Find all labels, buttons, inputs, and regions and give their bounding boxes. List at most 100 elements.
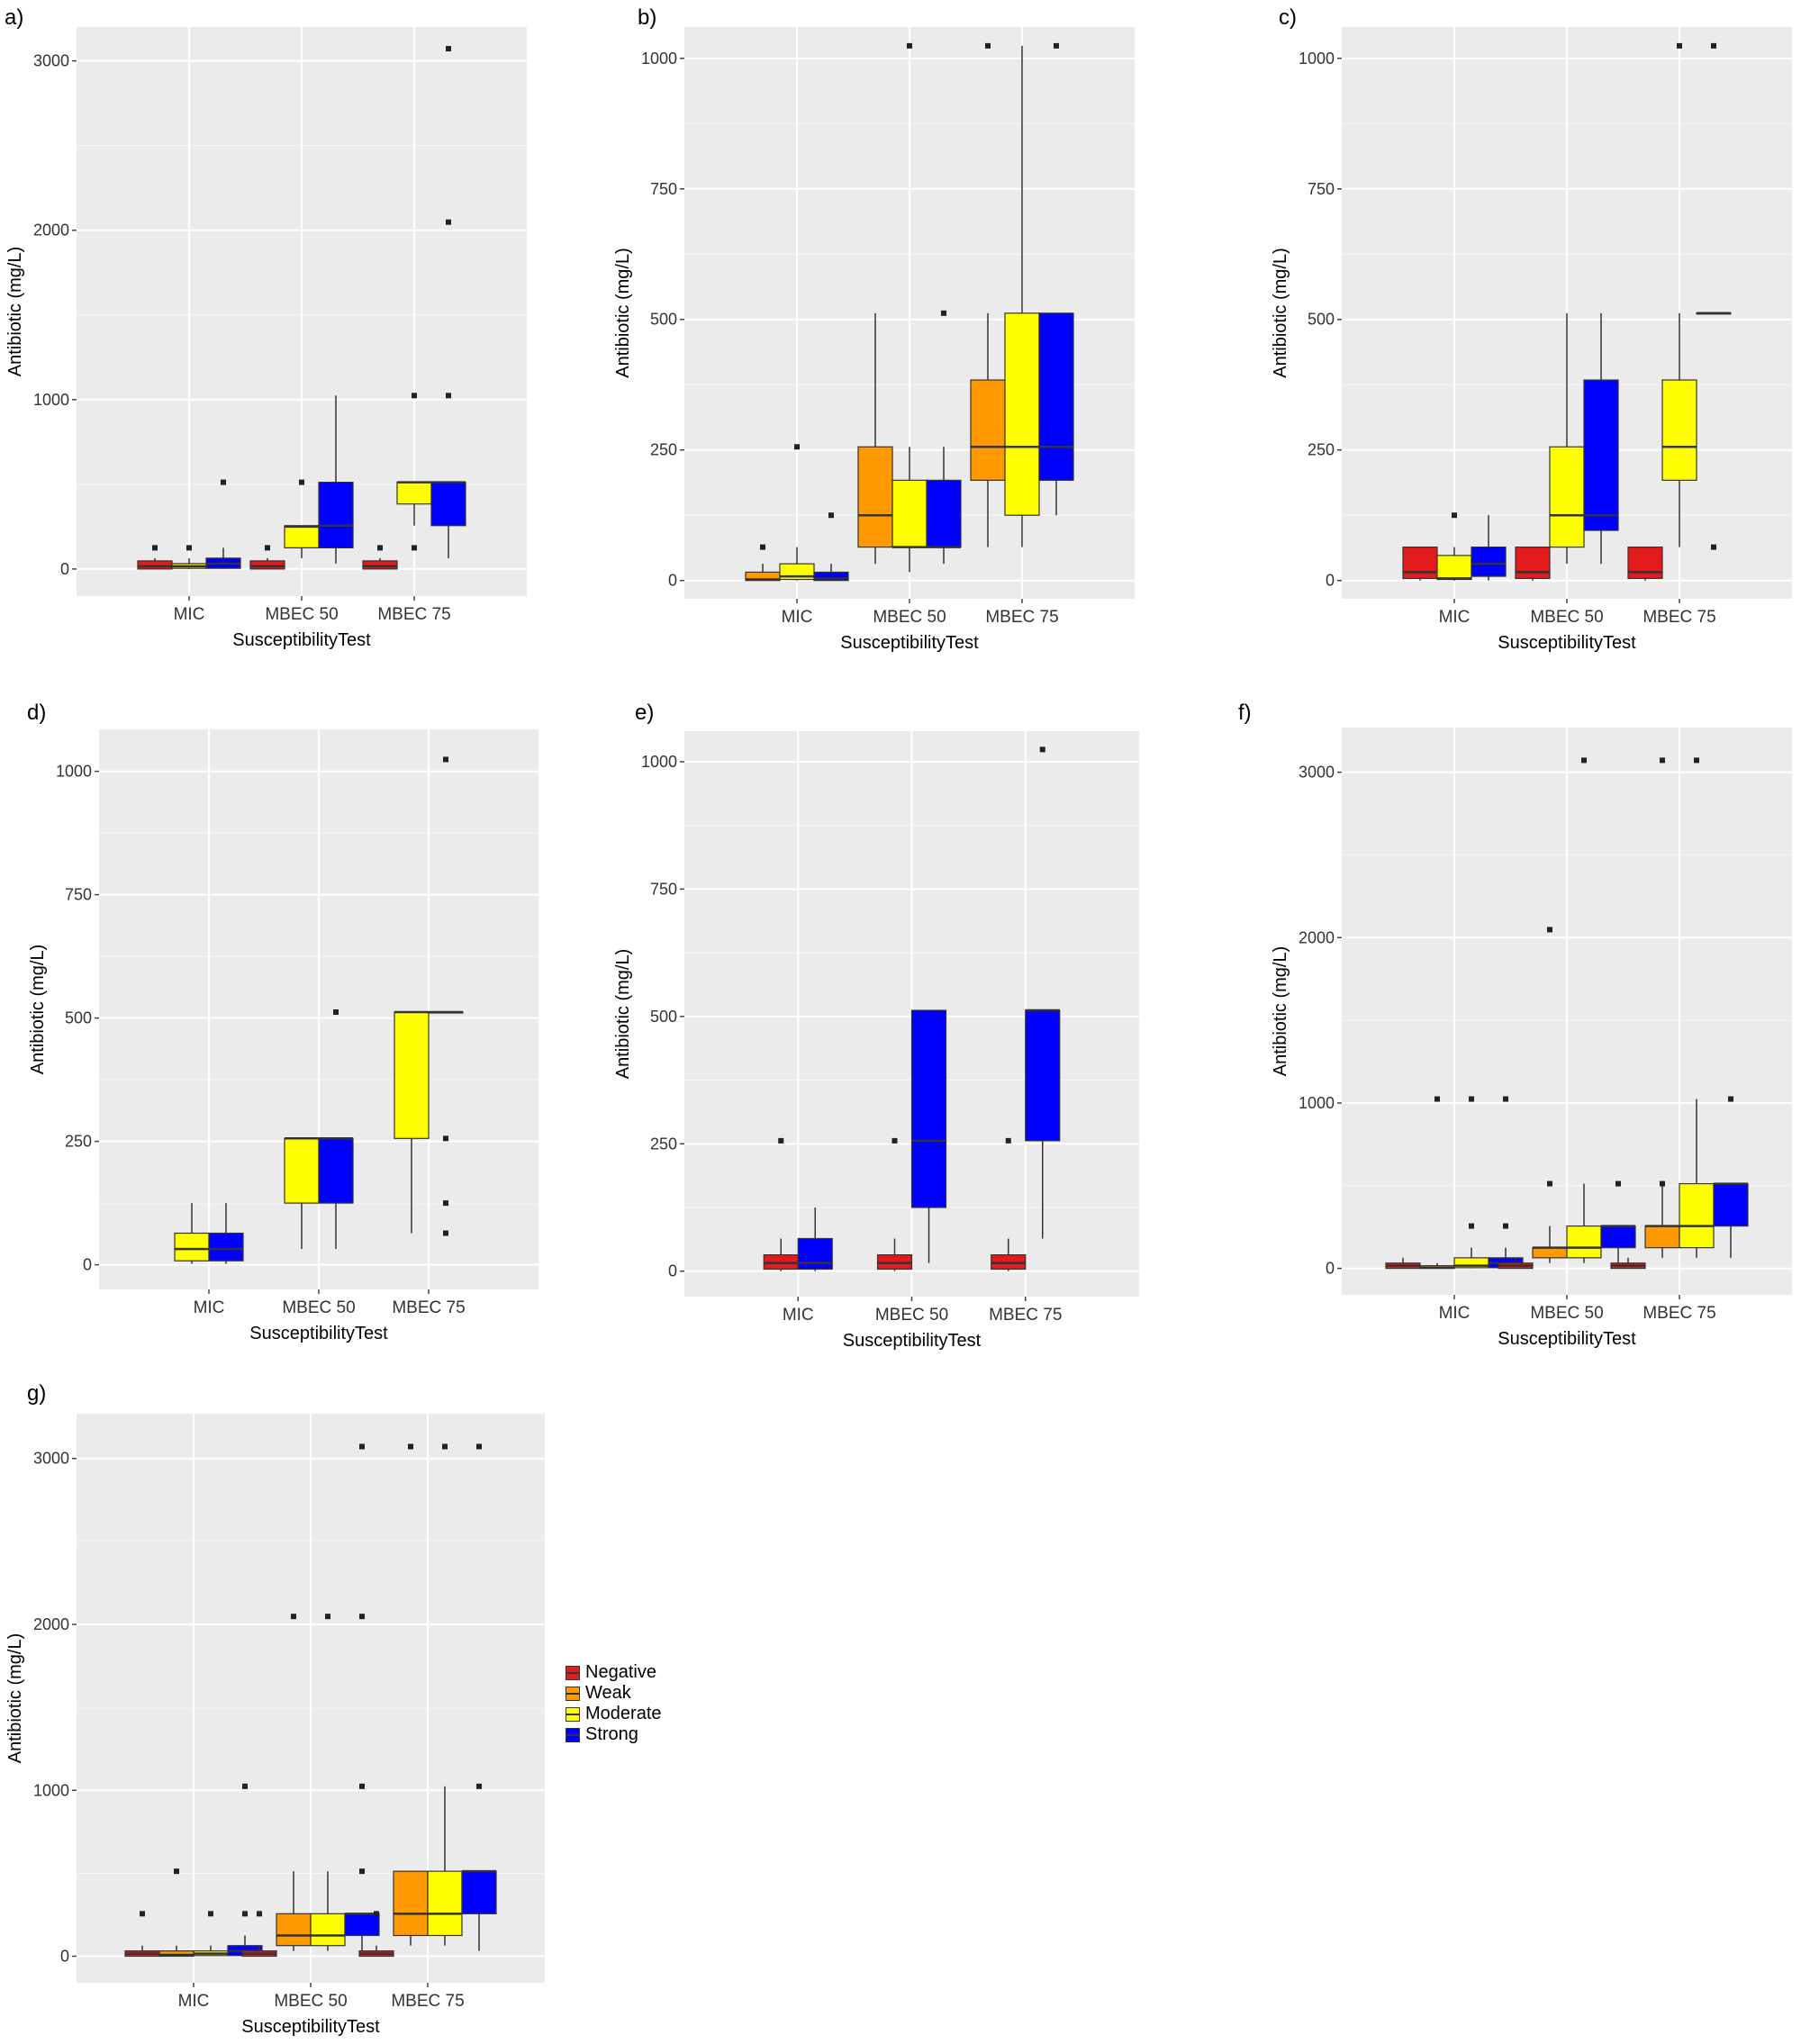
chart-panel-e: e) 0 250 500 750 1000 MIC MBEC 50 MBEC 75 Suscept… (613, 701, 1139, 1351)
x-tick-label: MBEC 75 (1643, 608, 1715, 627)
legend-key-negative (566, 1665, 580, 1680)
outlier-point (446, 46, 451, 52)
outlier-point (1677, 42, 1682, 49)
outlier-point (442, 1443, 448, 1450)
panel-label: c) (1279, 5, 1297, 30)
x-tick-label: MBEC 75 (392, 1298, 465, 1317)
outlier-point (374, 1911, 379, 1917)
legend-label: Negative (585, 1662, 656, 1682)
y-axis-title: Antibiotic (mg/L) (5, 247, 25, 377)
box-strong (1713, 1182, 1749, 1227)
box-moderate (1549, 446, 1585, 548)
chart-panel-b: b) 0 250 500 750 1000 MIC MBEC 50 MBEC 75 Suscept… (613, 5, 1135, 653)
outlier-point (907, 42, 912, 49)
x-tick-label: MIC (1439, 1304, 1471, 1323)
x-tick-label: MBEC 50 (274, 1992, 347, 2011)
y-tick-label: 1000 (1299, 1094, 1335, 1112)
panel-label: e) (635, 701, 654, 725)
outlier-point (1694, 757, 1699, 764)
y-tick-label: 1000 (641, 753, 677, 771)
box-moderate (284, 525, 320, 548)
box-weak (857, 446, 893, 548)
x-tick-label: MBEC 50 (1530, 608, 1603, 627)
outlier-point (476, 1783, 482, 1789)
legend-item-moderate: Moderate (566, 1704, 662, 1724)
box-negative (249, 560, 285, 570)
panel-label: f) (1238, 701, 1252, 725)
x-tick-label: MIC (194, 1298, 225, 1317)
box-moderate (1661, 379, 1697, 481)
box-moderate (427, 1870, 463, 1937)
outlier-point (152, 545, 158, 551)
y-axis-title: Antibiotic (mg/L) (1271, 946, 1290, 1077)
y-tick-label: 3000 (33, 1450, 69, 1468)
chart-panel-d: d) 0 250 500 750 1000 MIC MBEC 50 MBEC 75Suscept… (27, 701, 538, 1343)
box-strong (344, 1913, 380, 1937)
y-tick-label: 0 (668, 1262, 677, 1280)
outlier-point (443, 1230, 448, 1236)
legend-item-strong: Strong (566, 1724, 662, 1745)
box-strong (318, 481, 354, 548)
outlier-point (412, 393, 417, 399)
box-negative (362, 560, 398, 570)
box-negative (1515, 546, 1551, 579)
box-strong (208, 1232, 244, 1262)
box-moderate (891, 479, 928, 548)
box-moderate (1566, 1225, 1602, 1259)
box-moderate (394, 1011, 430, 1139)
outlier-point (299, 479, 304, 485)
box-strong (1471, 546, 1507, 577)
outlier-point (443, 756, 448, 763)
x-tick-label: MBEC 50 (282, 1298, 355, 1317)
box-strong (430, 481, 466, 527)
panel-label: b) (638, 5, 656, 30)
y-tick-label: 500 (1308, 311, 1335, 329)
outlier-point (443, 1135, 448, 1142)
x-axis-title: SusceptibilityTest (840, 633, 979, 653)
outlier-point (828, 512, 834, 519)
legend-key-weak (566, 1686, 580, 1701)
outlier-point (1660, 1180, 1665, 1187)
outlier-point (412, 545, 417, 551)
y-tick-label: 500 (650, 311, 677, 329)
outlier-point (941, 310, 946, 316)
box-moderate (1679, 1182, 1715, 1249)
x-tick-label: MBEC 50 (265, 605, 338, 624)
outlier-point (1054, 42, 1059, 49)
outlier-point (1615, 1180, 1621, 1187)
outlier-point (1452, 512, 1457, 519)
x-tick-label: MBEC 75 (391, 1992, 464, 2011)
outlier-point (476, 1443, 482, 1450)
outlier-point (891, 1137, 898, 1144)
x-axis-title: SusceptibilityTest (249, 1324, 388, 1343)
y-tick-label: 1000 (33, 391, 69, 409)
outlier-point (1547, 1180, 1552, 1187)
outlier-point (186, 545, 192, 551)
chart-panel-a: a) 0 1000 2000 3000 MIC MBEC 50 MBEC 75 Suscepti… (5, 5, 527, 650)
outlier-point (325, 1614, 330, 1620)
legend-label: Strong (585, 1724, 638, 1744)
y-tick-label: 1000 (56, 763, 92, 781)
box-weak (393, 1870, 429, 1937)
box-moderate (1436, 555, 1472, 581)
y-tick-label: 3000 (33, 52, 69, 70)
y-tick-label: 2000 (33, 222, 69, 240)
outlier-point (408, 1443, 413, 1450)
outlier-point (333, 1009, 339, 1016)
y-axis-title: Antibiotic (mg/L) (28, 945, 48, 1075)
box-strong (910, 1009, 947, 1208)
outlier-point (1728, 1096, 1733, 1102)
y-tick-label: 0 (60, 1948, 69, 1966)
y-tick-label: 250 (650, 441, 677, 459)
box-moderate (174, 1232, 210, 1262)
outlier-point (794, 444, 800, 450)
outlier-point (242, 1783, 248, 1789)
outlier-point (377, 545, 383, 551)
y-axis-title: Antibiotic (mg/L) (613, 248, 633, 378)
y-tick-label: 750 (650, 180, 677, 198)
legend-key-moderate (566, 1706, 580, 1722)
outlier-point (778, 1137, 784, 1144)
y-tick-label: 0 (1326, 572, 1335, 590)
y-tick-label: 250 (650, 1135, 677, 1153)
